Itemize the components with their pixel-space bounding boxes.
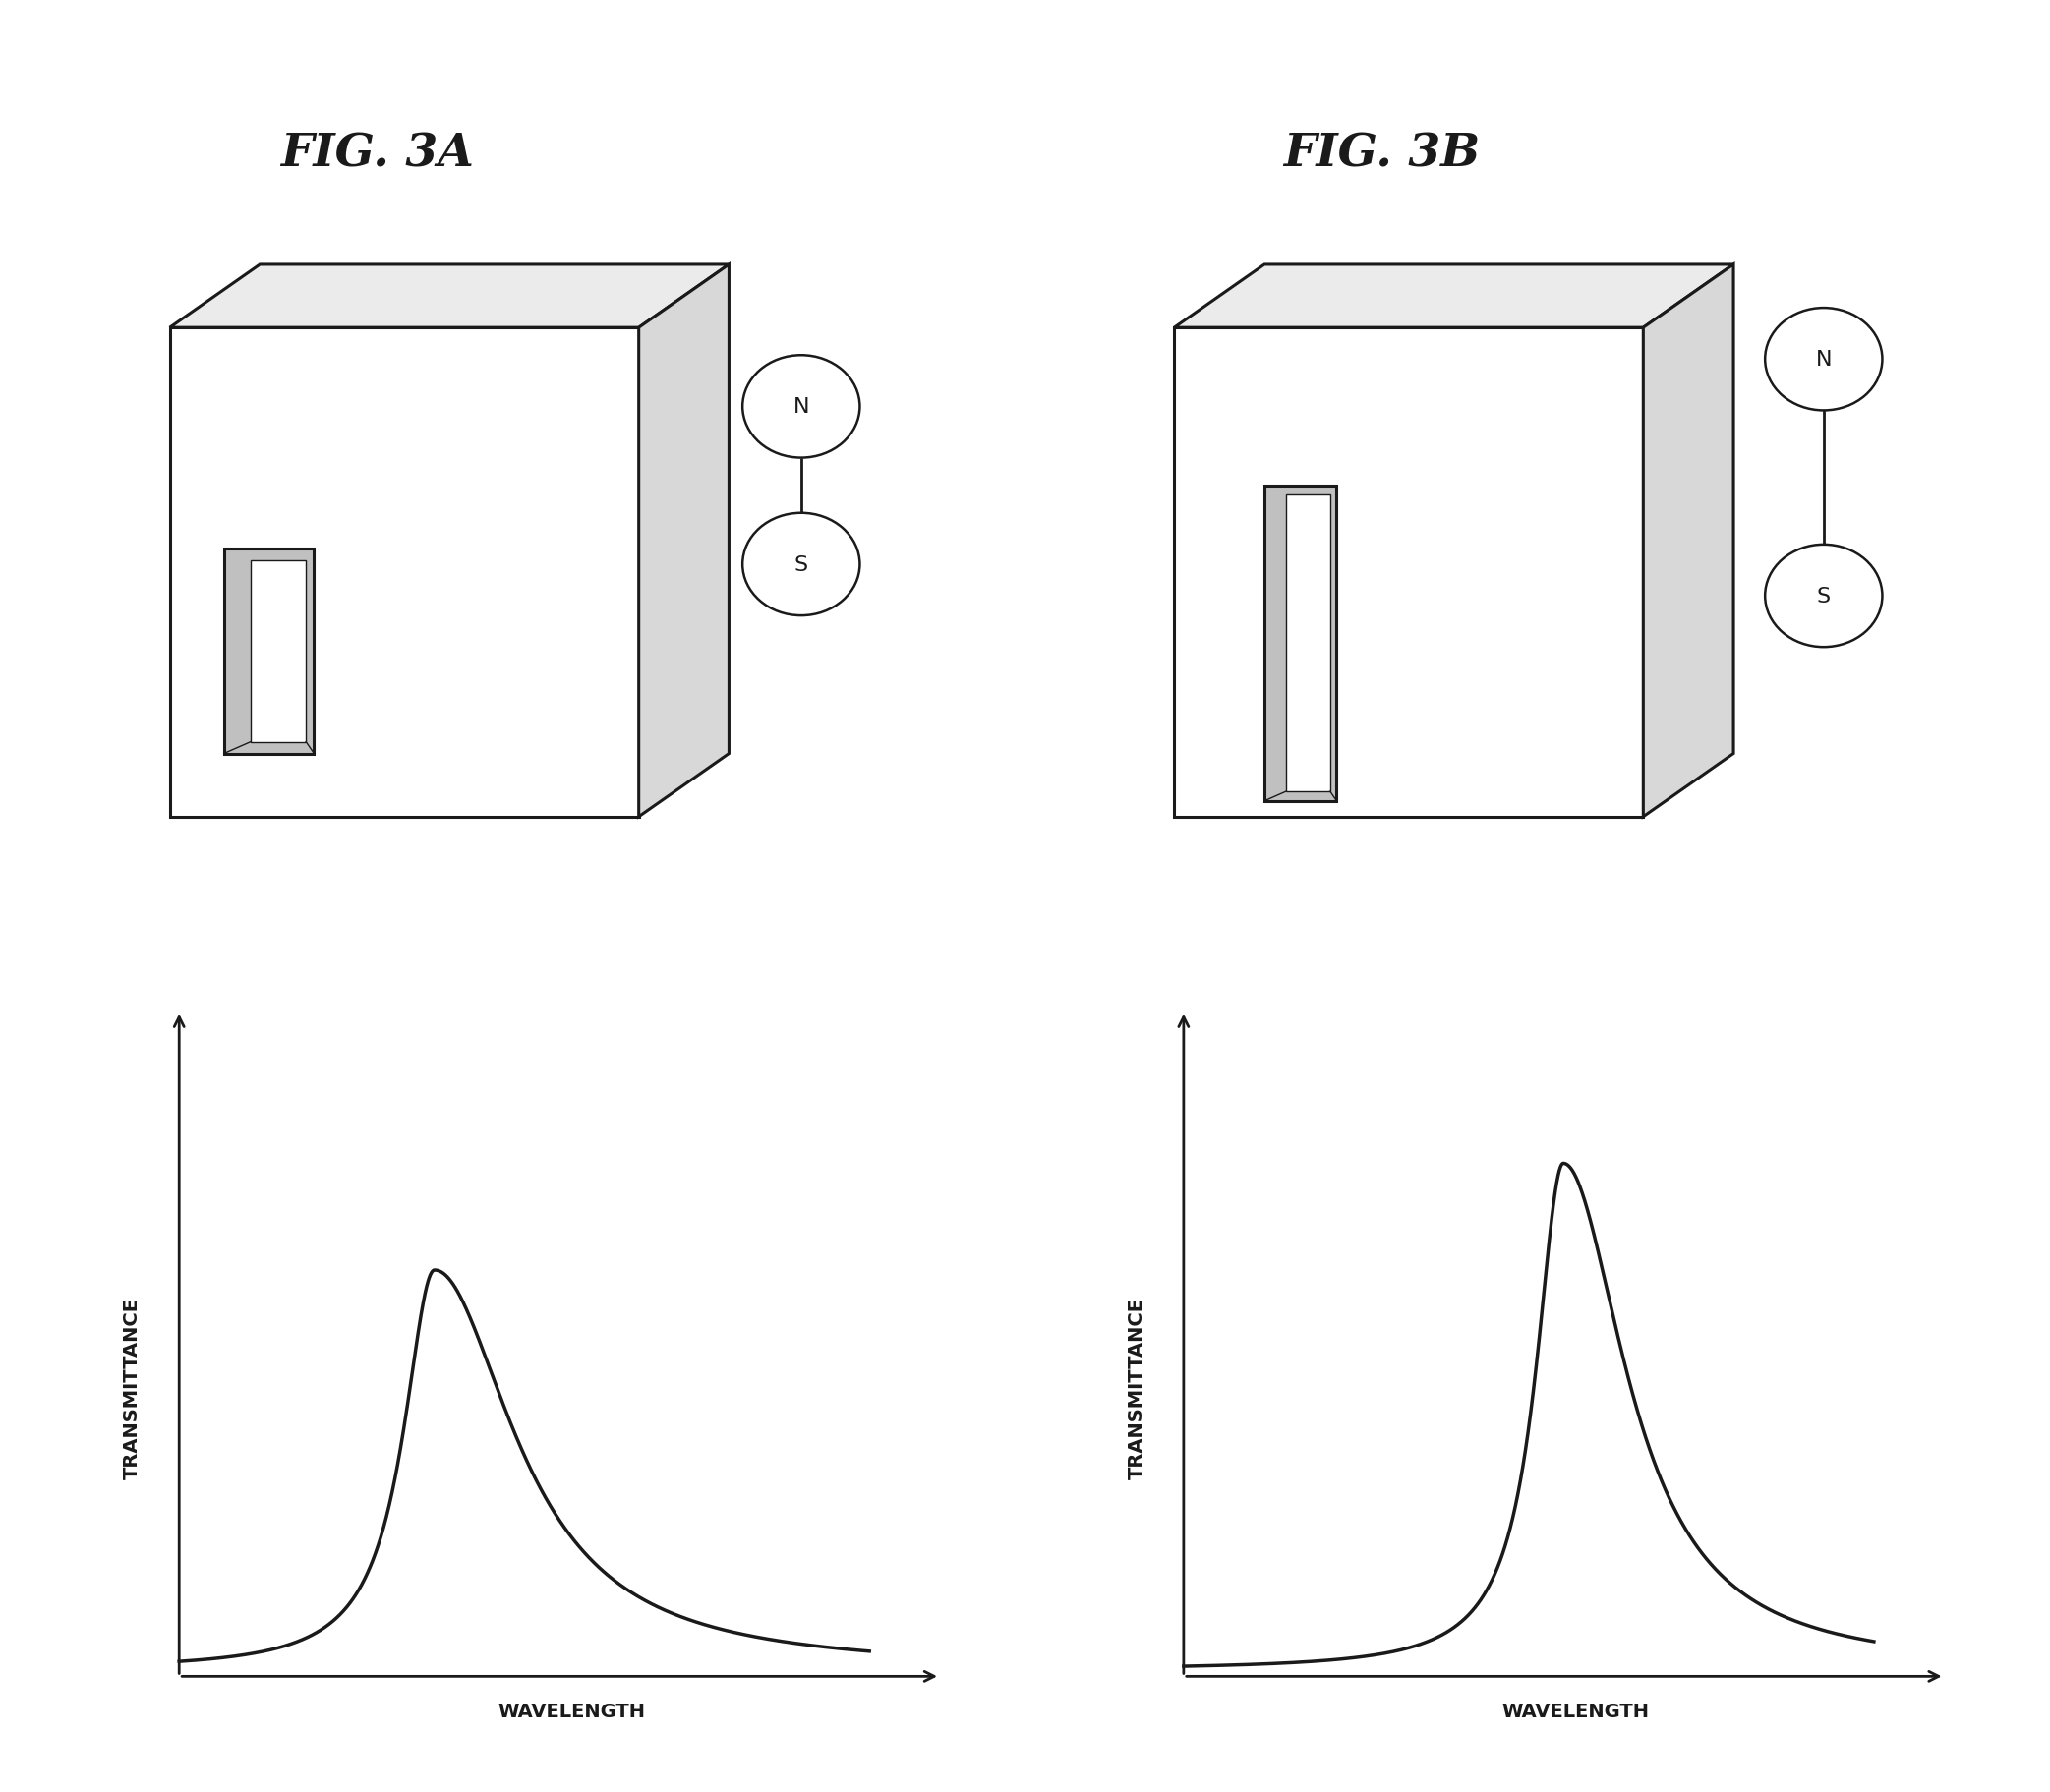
Text: WAVELENGTH: WAVELENGTH	[1503, 1702, 1650, 1720]
Text: N: N	[1816, 349, 1833, 369]
Text: FIG. 3A: FIG. 3A	[281, 131, 474, 176]
Text: N: N	[793, 398, 810, 418]
Text: WAVELENGTH: WAVELENGTH	[498, 1702, 646, 1720]
Polygon shape	[223, 548, 314, 754]
Text: S: S	[793, 556, 808, 575]
Polygon shape	[170, 265, 730, 328]
Text: TRANSMITTANCE: TRANSMITTANCE	[1128, 1297, 1146, 1478]
Polygon shape	[1265, 486, 1337, 801]
Polygon shape	[640, 265, 730, 817]
Polygon shape	[1285, 495, 1330, 792]
Circle shape	[742, 514, 859, 616]
Polygon shape	[1644, 265, 1734, 817]
Polygon shape	[1175, 328, 1644, 817]
Text: S: S	[1816, 586, 1831, 606]
Text: TRANSMITTANCE: TRANSMITTANCE	[123, 1297, 141, 1478]
Polygon shape	[1175, 265, 1734, 328]
Circle shape	[1765, 308, 1882, 410]
Text: FIG. 3B: FIG. 3B	[1283, 131, 1480, 176]
Polygon shape	[250, 561, 305, 742]
Circle shape	[742, 357, 859, 459]
Circle shape	[1765, 545, 1882, 647]
Polygon shape	[170, 328, 640, 817]
